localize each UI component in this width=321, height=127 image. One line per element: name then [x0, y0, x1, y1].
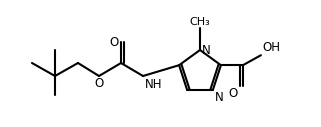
Text: O: O — [94, 77, 104, 90]
Text: O: O — [229, 87, 238, 100]
Text: N: N — [215, 91, 224, 104]
Text: N: N — [202, 44, 211, 57]
Text: NH: NH — [145, 78, 162, 91]
Text: CH₃: CH₃ — [190, 17, 210, 27]
Text: OH: OH — [262, 41, 280, 54]
Text: O: O — [110, 36, 119, 49]
